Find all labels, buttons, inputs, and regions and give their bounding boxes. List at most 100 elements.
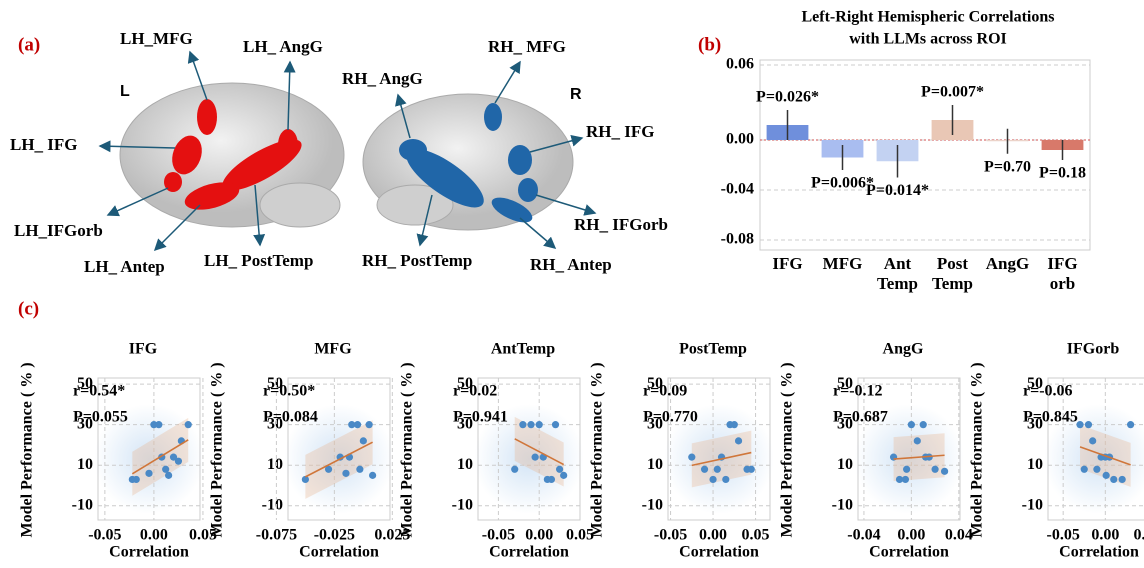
point (548, 476, 555, 483)
point (552, 421, 559, 428)
y-tick-label: -10 (262, 496, 283, 513)
x-tick-label: IFG (763, 254, 813, 274)
y-axis-label: Model Performance ( % ) (969, 362, 986, 537)
region-label: RH_ PostTemp (362, 251, 472, 270)
point (560, 472, 567, 479)
point (920, 421, 927, 428)
stat-annotation: r=0.54* (73, 383, 125, 400)
x-tick-label: 0.05 (742, 527, 770, 544)
point (1089, 437, 1096, 444)
x-tick-label: 0.00 (140, 527, 168, 544)
y-tick-label: -10 (1022, 496, 1043, 513)
point (1093, 466, 1100, 473)
point (302, 476, 309, 483)
stat-annotation: r=-0.12 (833, 383, 883, 400)
point (701, 466, 708, 473)
point (748, 466, 755, 473)
region-label: LH_ PostTemp (204, 251, 313, 270)
x-tick-label: IFG orb (1038, 254, 1088, 294)
point (511, 466, 518, 473)
point (914, 437, 921, 444)
p-value: P=0.70 (984, 158, 1031, 175)
y-tick-label: -10 (72, 496, 93, 513)
chart-title: PostTemp (679, 341, 747, 358)
y-tick-label: 10 (837, 456, 853, 473)
y-axis-label: Model Performance ( % ) (399, 362, 416, 537)
x-tick-label-box: IFG orb (1038, 254, 1088, 300)
region-label: RH_ IFG (586, 122, 654, 141)
y-tick-label: -0.08 (721, 231, 754, 248)
chart-title: with LLMs across ROI (849, 31, 1007, 48)
x-axis-label: Correlation (109, 544, 189, 561)
region-label: LH_MFG (120, 29, 193, 48)
x-tick-label: -0.05 (1047, 527, 1080, 544)
region-label: RH_ MFG (488, 37, 566, 56)
panel-label: (c) (18, 298, 39, 319)
point (556, 466, 563, 473)
x-tick-label: -0.05 (482, 527, 515, 544)
point (165, 472, 172, 479)
point (519, 421, 526, 428)
x-axis-label: Correlation (1059, 544, 1139, 561)
x-tick-label-box: IFG (763, 254, 813, 300)
chart-title: IFGorb (1067, 341, 1120, 358)
chart-title: IFG (129, 341, 158, 358)
region-label: LH_ IFG (10, 135, 78, 154)
point (735, 437, 742, 444)
p-value: P=0.18 (1039, 165, 1086, 182)
x-axis-label: Correlation (869, 544, 949, 561)
point (688, 454, 695, 461)
point (1110, 476, 1117, 483)
point (145, 470, 152, 477)
region-label: RH_ AngG (342, 69, 423, 88)
x-tick-label: Ant Temp (873, 254, 923, 294)
point (908, 421, 915, 428)
point (1081, 466, 1088, 473)
x-axis-label: Correlation (299, 544, 379, 561)
point (342, 470, 349, 477)
x-tick-label: -0.05 (88, 527, 121, 544)
point (1127, 421, 1134, 428)
chart-title: AntTemp (491, 341, 555, 358)
point (1103, 472, 1110, 479)
hemisphere-label: R (570, 86, 582, 103)
x-tick-label: MFG (818, 254, 868, 274)
x-axis-label: Correlation (489, 544, 569, 561)
region-label: RH_ Antep (530, 255, 612, 274)
p-value: P=0.007* (921, 84, 984, 101)
point (731, 421, 738, 428)
y-tick-label: 10 (647, 456, 663, 473)
region-label: LH_ AngG (243, 37, 323, 56)
x-tick-label: 0.00 (525, 527, 553, 544)
point (175, 458, 182, 465)
y-tick-label: 10 (77, 456, 93, 473)
hemisphere-label: L (120, 83, 130, 100)
stat-annotation: P=0.941 (453, 409, 508, 426)
stat-annotation: P=0.084 (263, 409, 318, 426)
point (903, 466, 910, 473)
stat-annotation: r=0.02 (453, 383, 497, 400)
chart-title: AngG (883, 341, 924, 358)
stat-annotation: P=0.687 (833, 409, 888, 426)
arrow (495, 62, 520, 103)
y-tick-label: 10 (1027, 456, 1043, 473)
x-tick-label: -0.04 (847, 527, 880, 544)
point (536, 421, 543, 428)
point (366, 421, 373, 428)
chart-title: MFG (314, 341, 352, 358)
point (902, 476, 909, 483)
y-tick-label: -10 (642, 496, 663, 513)
region-label: LH_ Antep (84, 257, 165, 276)
x-tick-label: -0.075 (256, 527, 297, 544)
y-axis-label: Model Performance ( % ) (589, 362, 606, 537)
chart-title: Left-Right Hemispheric Correlations (802, 9, 1055, 26)
point (360, 437, 367, 444)
point (1119, 476, 1126, 483)
x-axis-label: Correlation (679, 544, 759, 561)
point (532, 454, 539, 461)
page: (a) (b) (c) L LH_MFG LH_ AngG LH_ IFG LH… (0, 0, 1144, 568)
p-value: P=0.026* (756, 89, 819, 106)
y-tick-label: -10 (832, 496, 853, 513)
y-tick-label: 10 (267, 456, 283, 473)
panel-label: (a) (18, 34, 40, 55)
